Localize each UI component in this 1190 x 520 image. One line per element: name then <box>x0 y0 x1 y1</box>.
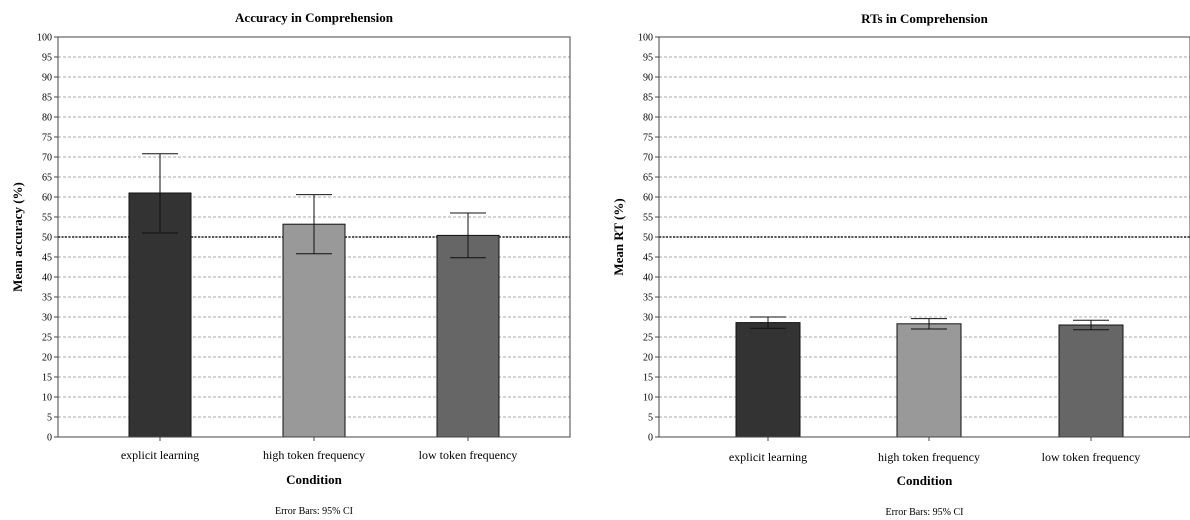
y-tick-label: 90 <box>643 73 653 84</box>
y-tick-label: 50 <box>643 233 653 244</box>
y-tick-label: 20 <box>643 353 653 364</box>
y-tick-label: 65 <box>643 173 653 184</box>
y-tick-label: 80 <box>643 113 653 124</box>
bar <box>128 192 192 438</box>
y-tick-label: 0 <box>648 433 653 444</box>
y-tick-label: 60 <box>42 193 52 204</box>
y-tick-label: 55 <box>42 213 52 224</box>
y-tick-label: 100 <box>638 33 653 44</box>
y-tick-label: 35 <box>42 293 52 304</box>
y-tick-label: 45 <box>643 253 653 264</box>
y-tick-label: 25 <box>643 333 653 344</box>
y-tick-label: 30 <box>42 313 52 324</box>
y-tick-label: 20 <box>42 353 52 364</box>
x-tick-label: high token frequency <box>263 448 365 462</box>
y-tick-label: 15 <box>643 373 653 384</box>
y-tick-label: 75 <box>643 133 653 144</box>
y-tick-label: 85 <box>42 93 52 104</box>
x-tick-label: explicit learning <box>121 448 199 462</box>
bar <box>282 223 346 438</box>
y-tick-label: 70 <box>643 153 653 164</box>
error-bars-note: Error Bars: 95% CI <box>885 507 963 518</box>
x-tick-label: low token frequency <box>1042 450 1141 464</box>
y-tick-label: 100 <box>37 33 52 44</box>
y-tick-label: 5 <box>47 413 52 424</box>
y-tick-label: 90 <box>42 73 52 84</box>
y-tick-label: 15 <box>42 373 52 384</box>
y-axis-title: Mean RT (%) <box>611 198 626 275</box>
y-tick-label: 10 <box>643 393 653 404</box>
chart-title: Accuracy in Comprehension <box>235 10 394 25</box>
y-tick-label: 95 <box>42 53 52 64</box>
y-tick-label: 40 <box>42 273 52 284</box>
x-axis-title: Condition <box>897 473 953 488</box>
bar <box>896 323 962 438</box>
x-tick-label: explicit learning <box>729 450 807 464</box>
y-tick-label: 65 <box>42 173 52 184</box>
y-tick-label: 70 <box>42 153 52 164</box>
y-tick-label: 60 <box>643 193 653 204</box>
y-tick-label: 95 <box>643 53 653 64</box>
error-bars-note: Error Bars: 95% CI <box>275 506 353 517</box>
bar <box>1058 324 1124 438</box>
y-tick-label: 45 <box>42 253 52 264</box>
y-tick-label: 0 <box>47 433 52 444</box>
y-tick-label: 85 <box>643 93 653 104</box>
y-tick-label: 35 <box>643 293 653 304</box>
y-tick-label: 55 <box>643 213 653 224</box>
bar <box>436 234 500 438</box>
y-tick-label: 25 <box>42 333 52 344</box>
y-tick-label: 30 <box>643 313 653 324</box>
x-tick-label: high token frequency <box>878 450 980 464</box>
x-tick-label: low token frequency <box>419 448 518 462</box>
y-tick-label: 80 <box>42 113 52 124</box>
x-axis-title: Condition <box>286 472 342 487</box>
y-tick-label: 75 <box>42 133 52 144</box>
y-tick-label: 10 <box>42 393 52 404</box>
y-tick-label: 50 <box>42 233 52 244</box>
y-tick-label: 40 <box>643 273 653 284</box>
y-tick-label: 5 <box>648 413 653 424</box>
chart-title: RTs in Comprehension <box>861 11 988 26</box>
y-axis-title: Mean accuracy (%) <box>10 182 25 292</box>
bar <box>735 322 801 438</box>
